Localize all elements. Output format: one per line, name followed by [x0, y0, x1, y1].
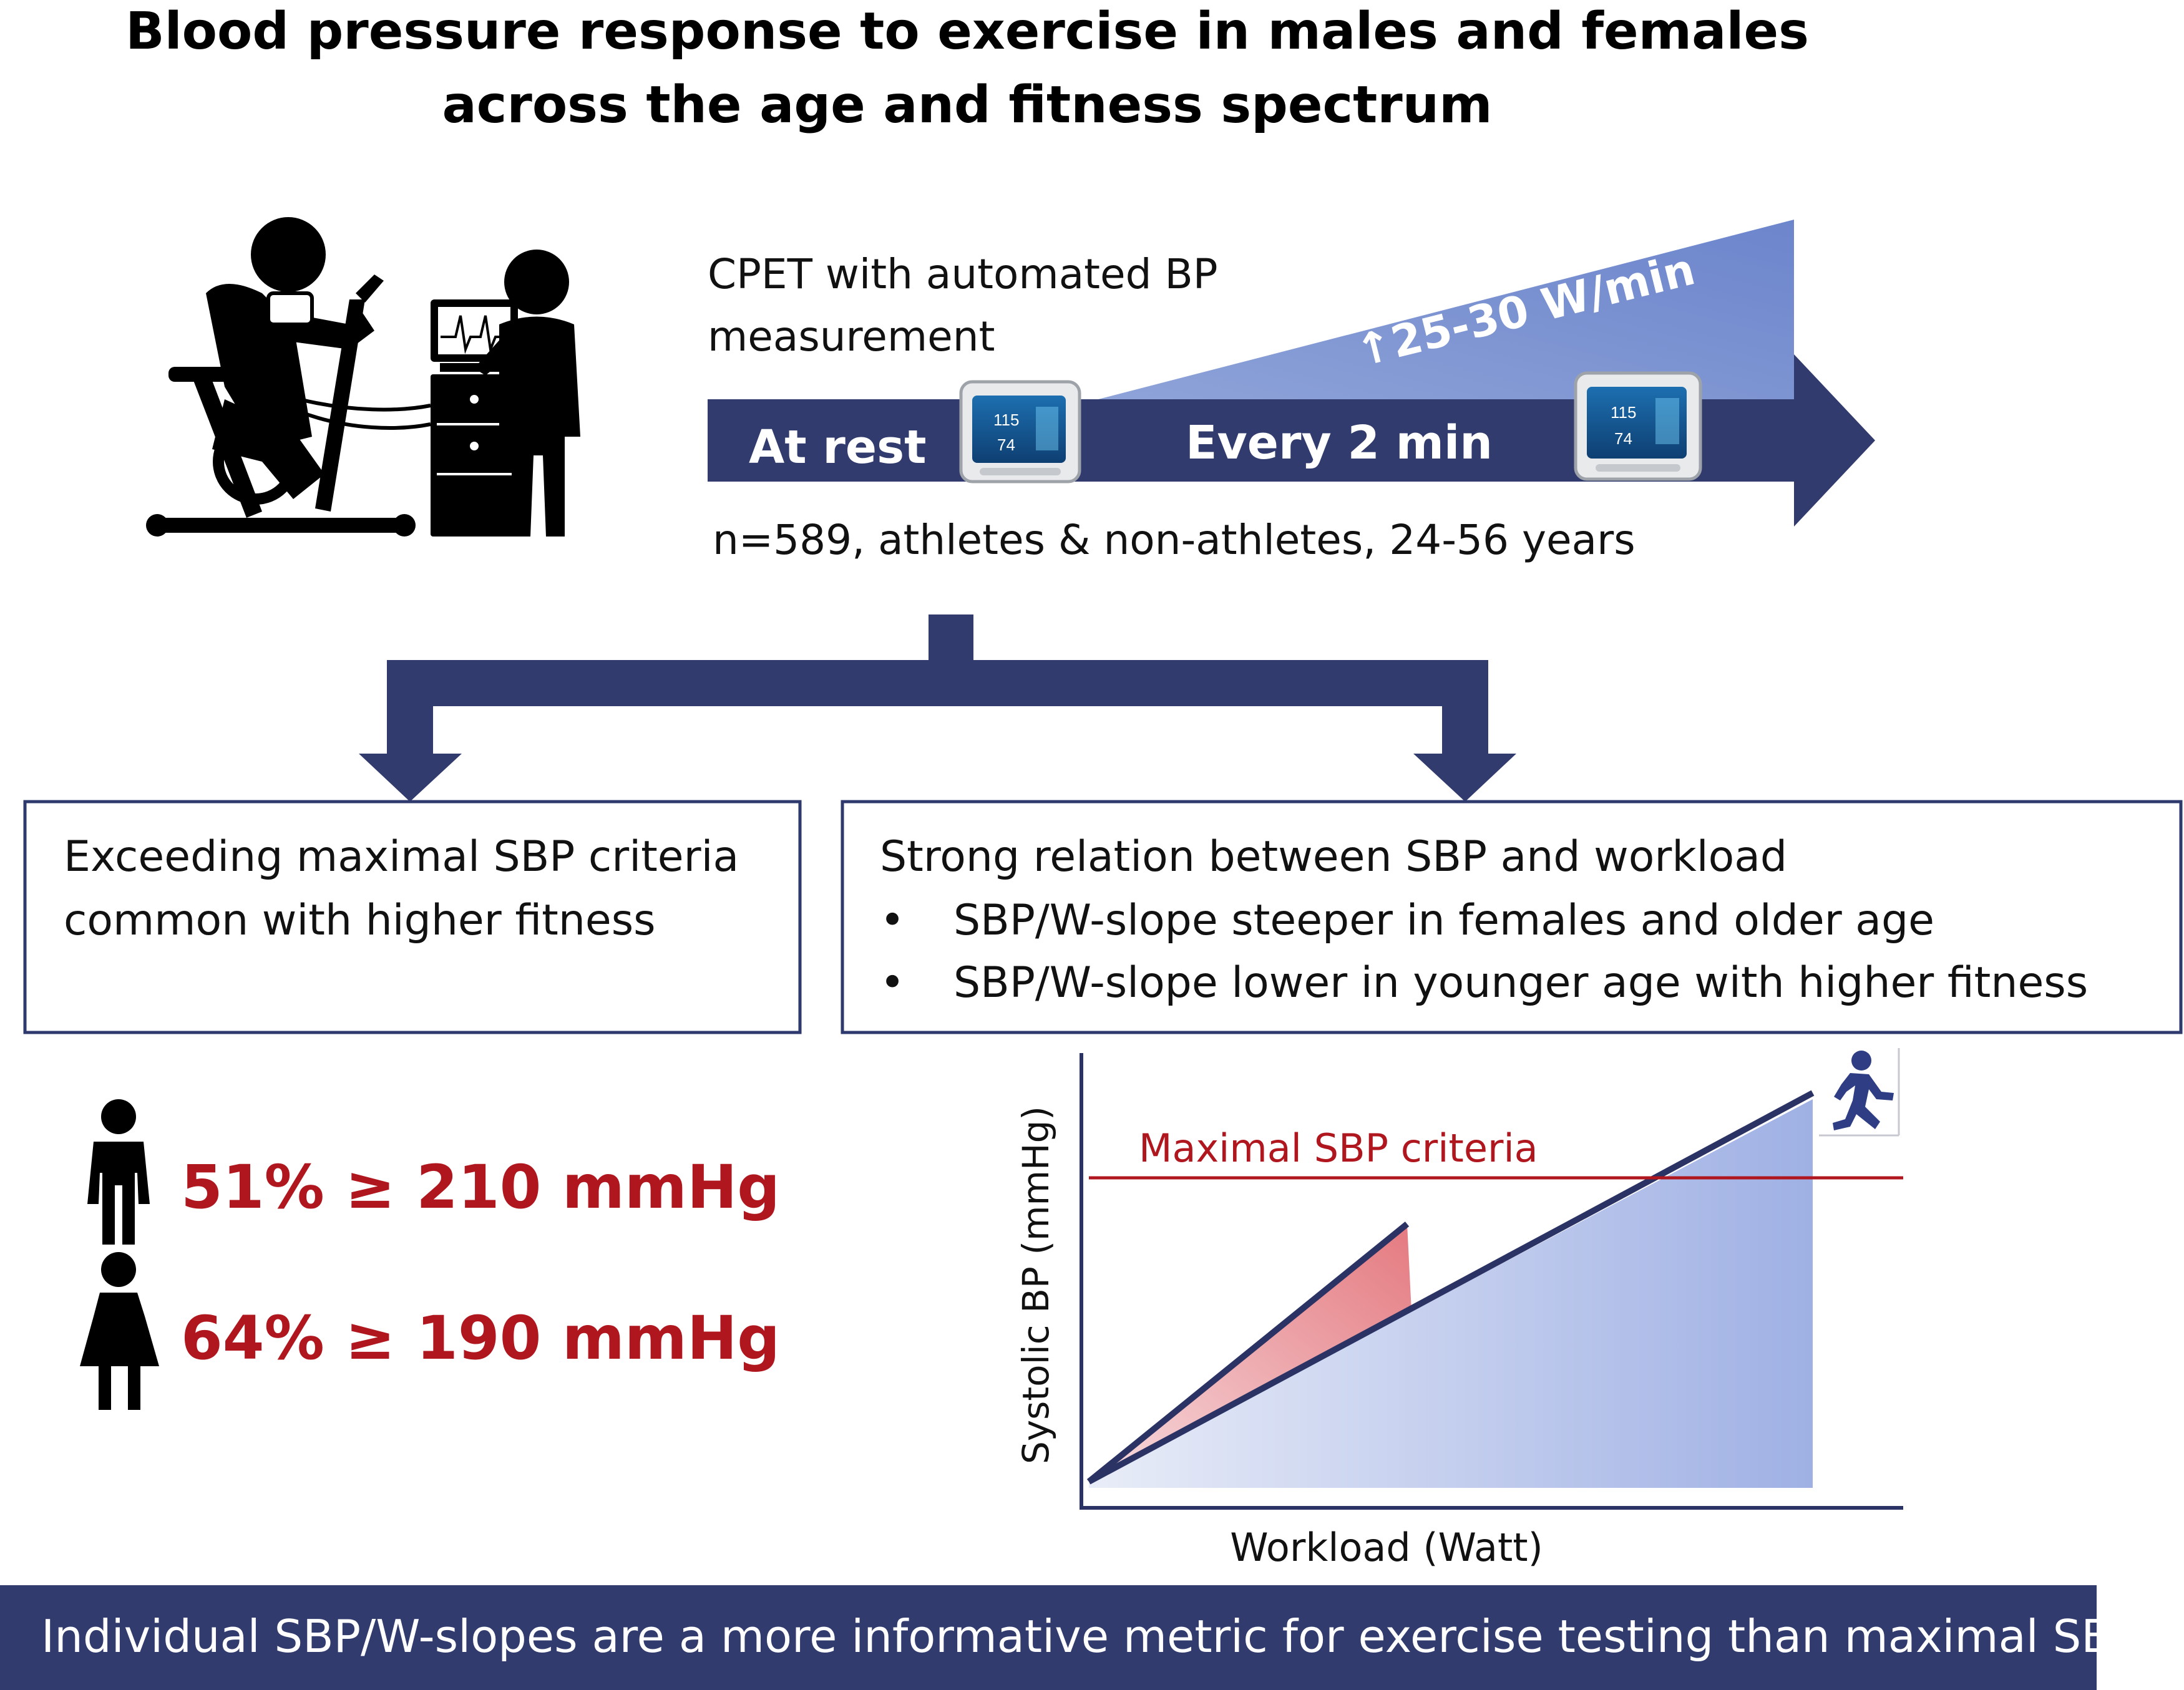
- interval-label: Every 2 min: [1186, 416, 1493, 470]
- male-stat: 51% ≥ 210 mmHg: [181, 1152, 780, 1222]
- split-arrow-connector: [359, 614, 1516, 802]
- fitness-finding-box: [23, 800, 802, 1034]
- female-stat-operator: ≥: [345, 1303, 395, 1373]
- runner-icon: [1819, 1048, 1900, 1137]
- slope-finding-bullet-2: SBP/W-slope lower in younger age with hi…: [953, 958, 2088, 1008]
- at-rest-label: At rest: [749, 420, 927, 474]
- protocol-description-line-2: measurement: [708, 313, 995, 361]
- male-stat-value: 210 mmHg: [416, 1152, 780, 1222]
- cohort-description: n=589, athletes & non-athletes, 24-56 ye…: [713, 516, 1636, 564]
- monitor-reading-bottom: 74: [1614, 429, 1632, 448]
- slope-finding-bullet-1: SBP/W-slope steeper in females and older…: [953, 896, 1934, 945]
- protocol-timeline-arrow: [708, 354, 1875, 527]
- bp-monitor-icon: 115 74: [959, 380, 1081, 483]
- low-slope-area: [1089, 1099, 1813, 1488]
- monitor-reading-top: 115: [993, 410, 1019, 429]
- y-axis-label: Systolic BP (mmHg): [1015, 1106, 1057, 1464]
- protocol-description-line-1: CPET with automated BP: [708, 250, 1218, 298]
- female-stat-value: 190 mmHg: [416, 1303, 780, 1373]
- female-stat-percent: 64%: [181, 1303, 324, 1373]
- male-stat-operator: ≥: [345, 1152, 395, 1222]
- exercise-bike-scene-icon: [146, 217, 580, 537]
- criteria-label: Maximal SBP criteria: [1139, 1125, 1538, 1171]
- female-stat: 64% ≥ 190 mmHg: [181, 1303, 780, 1373]
- bullet-icon: •: [880, 896, 905, 945]
- x-axis-label: Workload (Watt): [1230, 1525, 1543, 1570]
- bp-monitor-icon: 115 74: [1574, 371, 1702, 481]
- conclusion-text: Individual SBP/W-slopes are a more infor…: [41, 1610, 2139, 1663]
- slope-finding-box: [841, 800, 2183, 1034]
- workload-ramp-triangle: [1098, 220, 1794, 399]
- title-line-1: Blood pressure response to exercise in m…: [125, 2, 1809, 61]
- male-person-icon: [87, 1099, 150, 1245]
- male-stat-percent: 51%: [181, 1152, 324, 1222]
- female-person-icon: [80, 1252, 159, 1410]
- low-slope-line: [1087, 1090, 1815, 1485]
- steep-slope-line: [1086, 1221, 1410, 1484]
- sbp-workload-chart: Maximal SBP criteria Systolic BP (mmHg) …: [1015, 1048, 1903, 1570]
- conclusion-banner: [0, 1585, 2097, 1690]
- bullet-icon: •: [880, 958, 905, 1008]
- fitness-finding-line-1: Exceeding maximal SBP criteria: [64, 832, 739, 881]
- title-line-2: across the age and fitness spectrum: [442, 75, 1492, 135]
- monitor-reading-bottom: 74: [997, 435, 1015, 454]
- fitness-finding-line-2: common with higher fitness: [64, 896, 656, 945]
- slope-finding-heading: Strong relation between SBP and workload: [880, 832, 1787, 881]
- monitor-reading-top: 115: [1611, 403, 1636, 422]
